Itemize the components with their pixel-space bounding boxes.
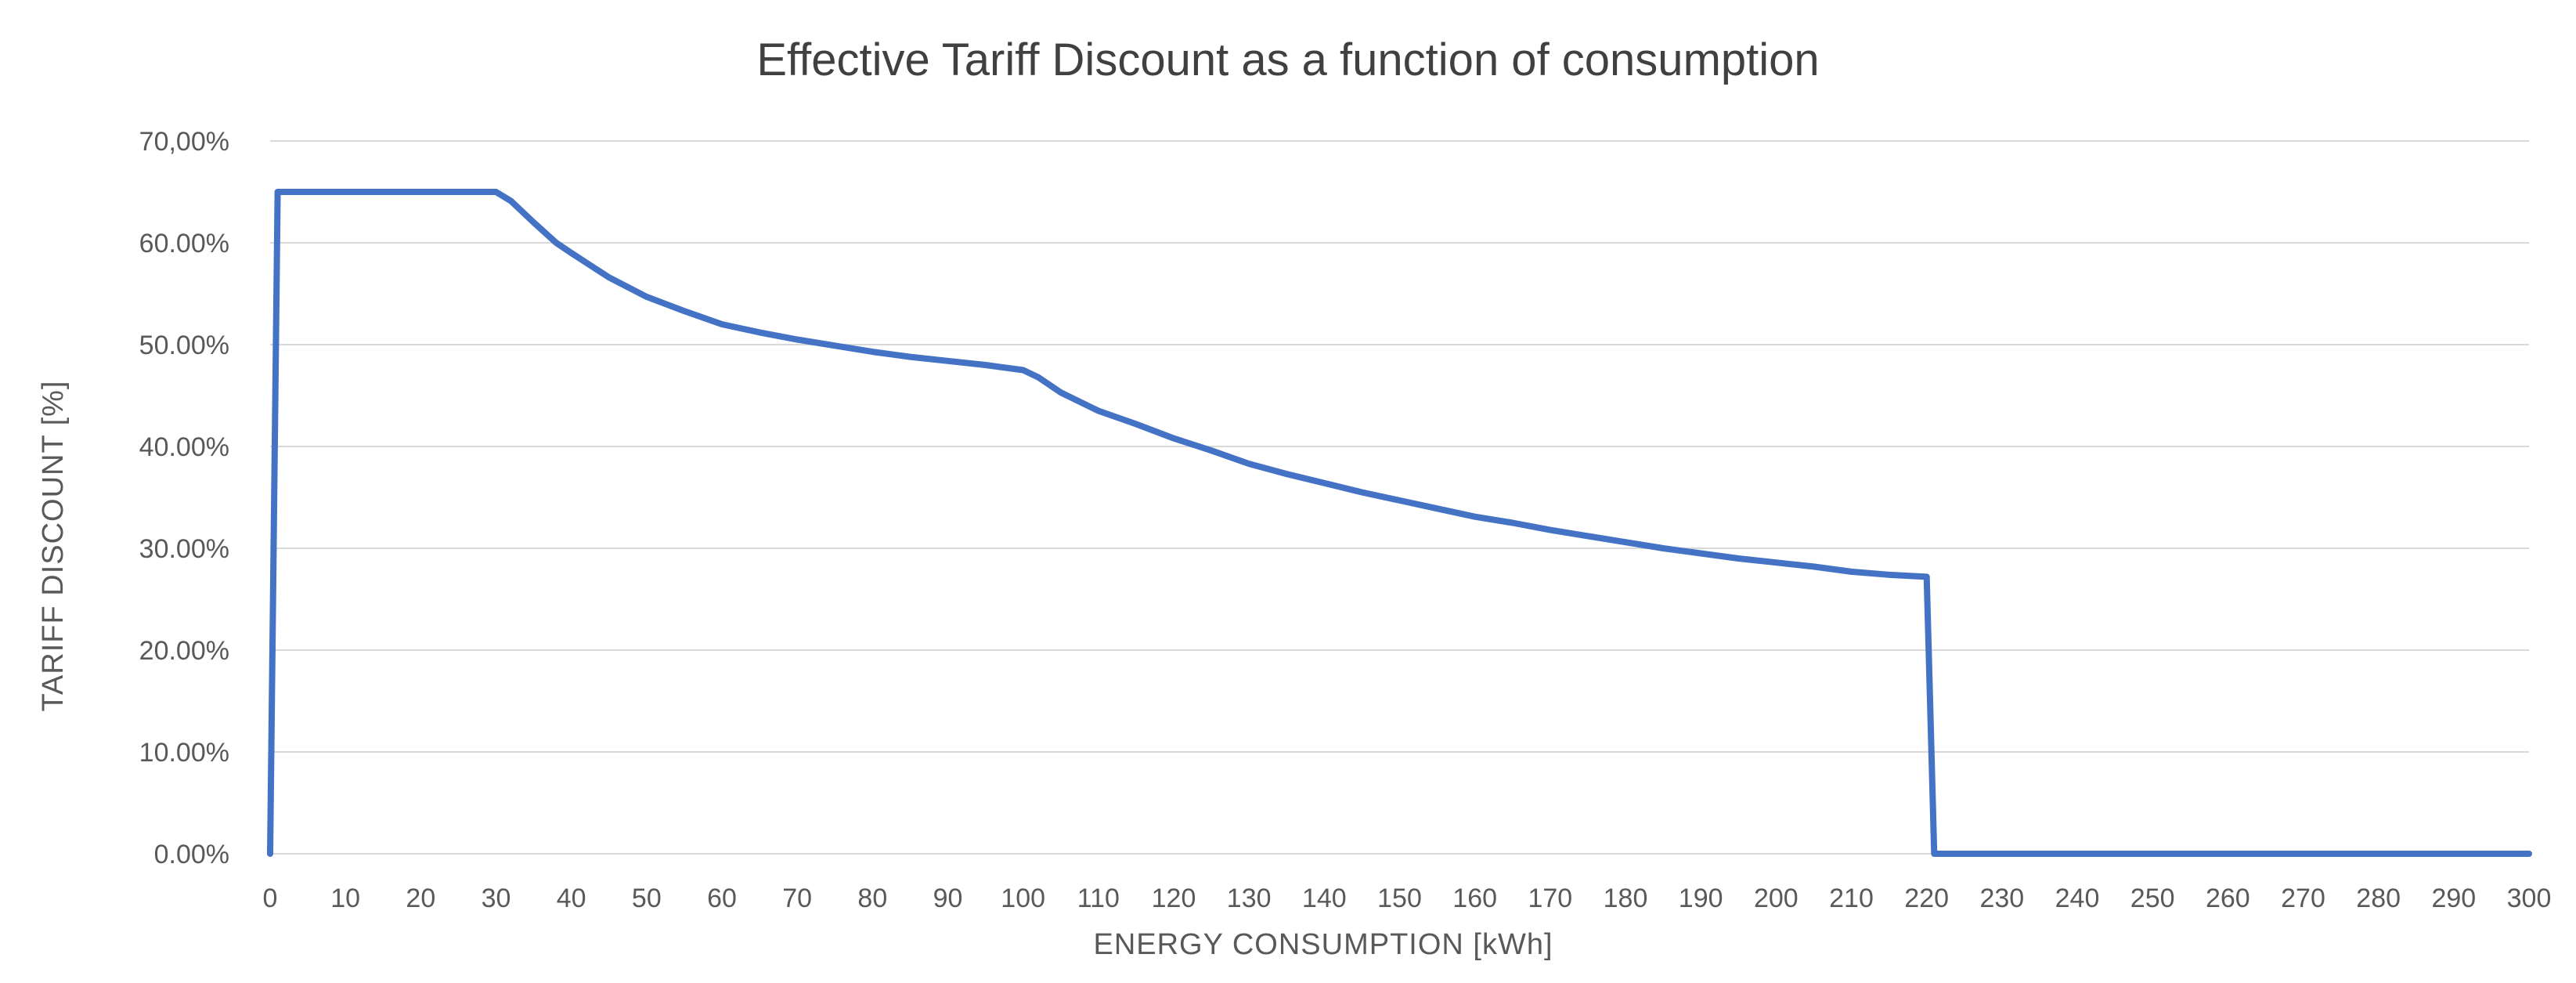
series-line-effective-tariff-discount	[267, 189, 2532, 857]
x-tick-label: 140	[1302, 884, 1347, 913]
y-tick-label: 10.00%	[139, 738, 229, 768]
y-tick-label: 0.00%	[154, 840, 229, 869]
x-tick-label: 20	[406, 884, 435, 913]
y-tick-label: 20.00%	[139, 636, 229, 666]
x-axis-ticks: 0 10 20 30 40 50 60 70 80 90 100 110 120 130 140 150 160…	[263, 884, 2552, 913]
chart-title: Effective Tariff Discount as a function …	[756, 34, 1819, 85]
x-tick-label: 250	[2130, 884, 2175, 913]
x-tick-label: 0	[263, 884, 278, 913]
x-tick-label: 280	[2356, 884, 2401, 913]
x-tick-label: 190	[1679, 884, 1723, 913]
x-tick-label: 60	[707, 884, 737, 913]
x-tick-label: 160	[1452, 884, 1497, 913]
y-tick-label: 50.00%	[139, 331, 229, 360]
x-tick-label: 90	[933, 884, 963, 913]
x-tick-label: 70	[782, 884, 812, 913]
y-axis-label: TARIFF DISCOUNT [%]	[37, 381, 70, 712]
x-tick-label: 30	[482, 884, 511, 913]
x-tick-label: 220	[1904, 884, 1949, 913]
x-tick-label: 240	[2055, 884, 2100, 913]
x-tick-label: 130	[1227, 884, 1272, 913]
x-tick-label: 100	[1001, 884, 1045, 913]
x-tick-label: 10	[330, 884, 360, 913]
y-tick-label: 70,00%	[139, 127, 229, 157]
y-tick-label: 30.00%	[139, 534, 229, 564]
x-tick-label: 50	[632, 884, 662, 913]
x-tick-label: 110	[1077, 884, 1120, 913]
y-tick-label: 40.00%	[139, 432, 229, 462]
x-axis-label: ENERGY CONSUMPTION [kWh]	[1093, 928, 1553, 961]
x-tick-label: 80	[857, 884, 887, 913]
x-tick-label: 40	[557, 884, 586, 913]
x-tick-label: 300	[2507, 884, 2552, 913]
x-tick-label: 270	[2281, 884, 2325, 913]
grid-lines	[270, 140, 2529, 855]
x-tick-label: 260	[2206, 884, 2250, 913]
x-tick-label: 120	[1152, 884, 1196, 913]
y-axis-ticks: 0.00% 10.00% 20.00% 30.00% 40.00% 50.00% 60.00…	[139, 127, 229, 869]
y-tick-label: 60.00%	[139, 229, 229, 258]
x-tick-label: 290	[2431, 884, 2476, 913]
x-tick-label: 210	[1829, 884, 1874, 913]
x-tick-label: 180	[1604, 884, 1648, 913]
x-tick-label: 170	[1528, 884, 1572, 913]
x-tick-label: 150	[1377, 884, 1422, 913]
x-tick-label: 230	[1979, 884, 2024, 913]
x-tick-label: 200	[1754, 884, 1799, 913]
